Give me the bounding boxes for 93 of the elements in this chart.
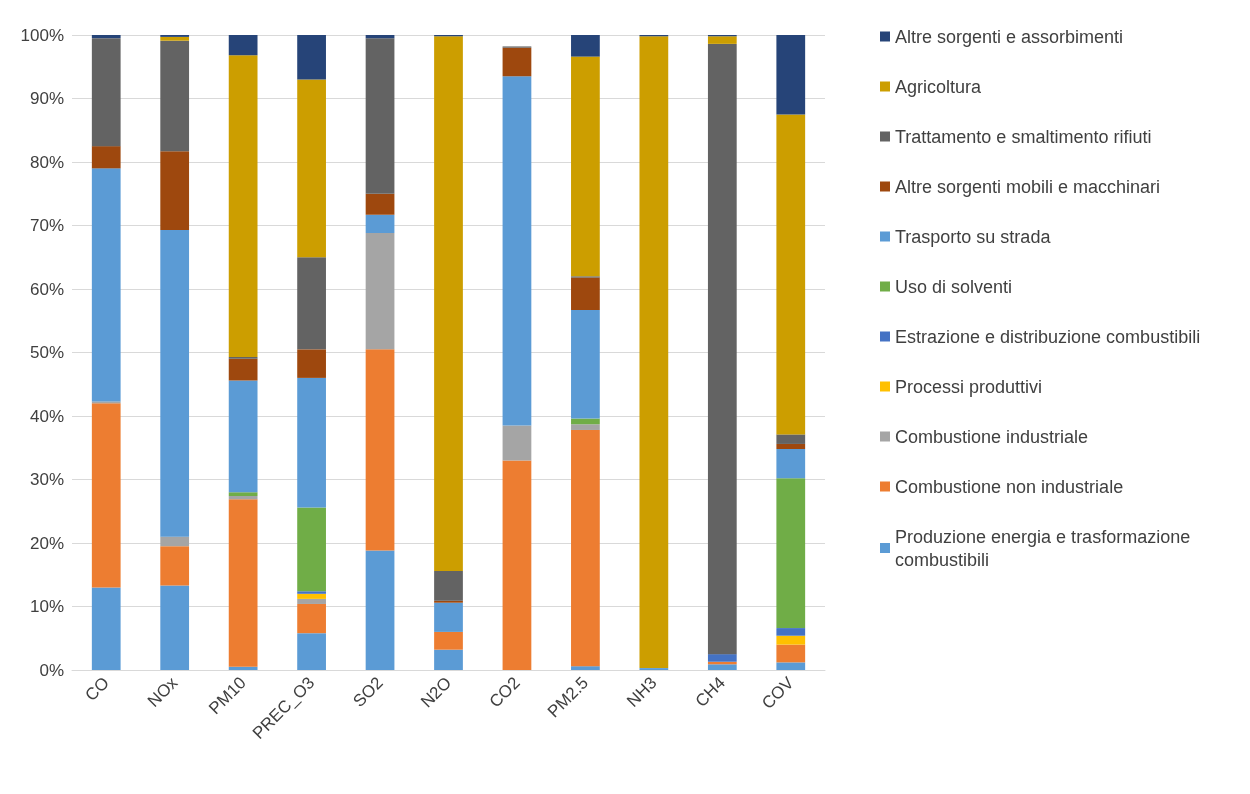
legend-label: Combustione non industriale — [895, 476, 1124, 497]
bar — [91, 168, 121, 402]
legend-label: Altre sorgenti mobili e macchinari — [895, 176, 1161, 197]
bar — [776, 628, 806, 636]
bar — [776, 478, 806, 629]
y-tick-label: 90% — [29, 89, 64, 108]
bar — [502, 76, 532, 426]
bar — [160, 36, 190, 41]
bar — [228, 499, 258, 667]
bar — [365, 233, 395, 350]
bar — [571, 309, 600, 419]
y-tick-label: 80% — [29, 152, 64, 172]
bar — [502, 460, 532, 670]
bar — [776, 662, 806, 670]
bar — [707, 664, 737, 670]
bar — [91, 38, 121, 147]
bar — [365, 38, 395, 194]
bar — [571, 429, 600, 667]
bar — [91, 403, 121, 588]
bar — [776, 114, 806, 435]
bar — [434, 631, 463, 650]
bar — [297, 257, 326, 350]
bar — [160, 229, 190, 537]
bar — [639, 36, 669, 669]
bar — [365, 193, 395, 215]
bar — [297, 507, 326, 592]
bar — [228, 358, 258, 381]
x-tick-label: CO — [81, 673, 113, 705]
bar — [707, 36, 737, 44]
bar — [228, 35, 258, 56]
y-tick-label: 50% — [29, 343, 64, 362]
y-tick-label: 100% — [20, 25, 64, 45]
bar — [776, 443, 806, 450]
bar — [160, 585, 190, 670]
bar — [502, 425, 532, 461]
legend-label: Uso di solventi — [895, 276, 1013, 297]
bar — [571, 277, 600, 310]
legend-label: Agricoltura — [895, 76, 983, 97]
y-tick-label: 40% — [29, 406, 64, 426]
bar — [160, 151, 190, 230]
bar — [365, 214, 395, 234]
bar — [160, 40, 190, 152]
bar — [228, 492, 258, 497]
y-tick-label: 60% — [29, 279, 64, 299]
bar — [707, 43, 737, 655]
legend-label: Altre sorgenti e assorbimenti — [895, 26, 1124, 47]
bar — [776, 434, 806, 444]
bar — [434, 36, 463, 571]
legend-label: Estrazione e distribuzione combustibili — [895, 326, 1201, 347]
bar — [365, 550, 395, 670]
y-tick-label: 70% — [29, 216, 64, 235]
bar — [776, 449, 806, 479]
y-tick-label: 30% — [29, 470, 64, 489]
legend-label: Produzione energia e trasformazione combustibili — [895, 526, 1196, 570]
bar — [571, 424, 600, 430]
bar — [91, 146, 121, 169]
bar — [434, 602, 463, 632]
bar — [297, 591, 326, 594]
bar — [434, 649, 463, 670]
bar — [297, 633, 326, 670]
bar — [91, 587, 121, 670]
bar — [228, 666, 258, 670]
legend-label: Combustione industriale — [895, 426, 1089, 447]
bar — [776, 635, 806, 645]
legend-label: Trasporto su strada — [895, 226, 1052, 247]
bar — [297, 35, 326, 80]
bar — [571, 56, 600, 277]
bar — [297, 79, 326, 258]
bar — [297, 593, 326, 599]
bar — [365, 349, 395, 551]
y-tick-label: 20% — [29, 533, 64, 553]
bar — [707, 654, 737, 662]
bar — [160, 536, 190, 547]
bar — [434, 570, 463, 601]
bar — [228, 55, 258, 357]
bar — [776, 644, 806, 663]
bar — [297, 377, 326, 508]
bar — [228, 380, 258, 493]
bar — [91, 35, 121, 39]
legend-label: Processi produttivi — [895, 376, 1043, 397]
legend-label: Trattamento e smaltimento rifiuti — [895, 126, 1152, 147]
y-tick-label: 10% — [29, 597, 64, 616]
bar — [228, 496, 258, 500]
bar — [297, 603, 326, 634]
bar — [571, 666, 600, 670]
bar — [160, 546, 190, 586]
bar — [571, 35, 600, 57]
bar — [776, 35, 806, 115]
bar — [297, 349, 326, 378]
bar — [502, 47, 532, 77]
bar — [297, 598, 326, 604]
y-tick-label: 0% — [39, 660, 64, 680]
bar — [365, 35, 395, 39]
